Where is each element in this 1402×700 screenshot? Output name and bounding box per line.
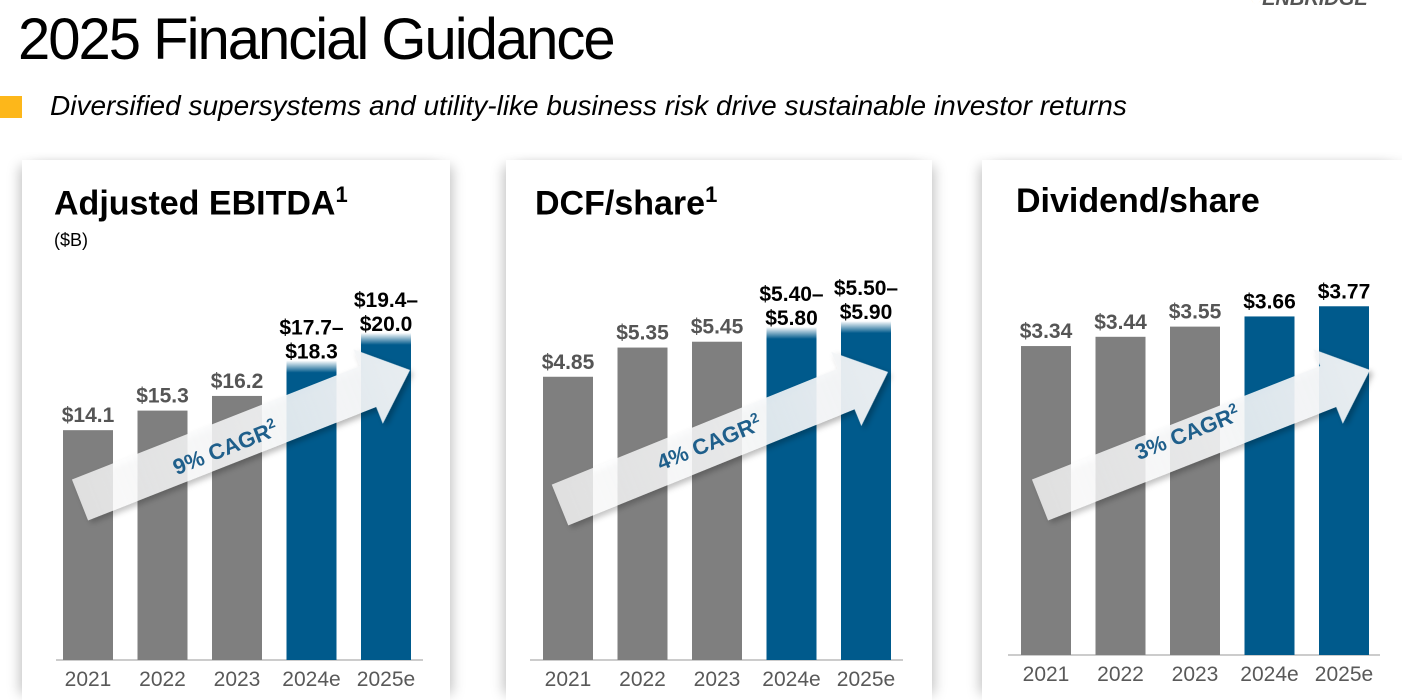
x-tick-label: 2022 (1097, 663, 1144, 686)
x-tick-label: 2022 (139, 668, 186, 691)
bar-2022 (617, 347, 668, 660)
bar-range-fade (361, 332, 411, 345)
data-label: $5.45 (691, 316, 744, 339)
cagr-arrow-icon (1031, 349, 1370, 521)
data-label: $5.50– (834, 277, 899, 300)
enbridge-logo: ◔ENBRIDGE (1250, 0, 1368, 11)
bar-range-fade (841, 321, 891, 334)
bar-2023 (692, 341, 742, 660)
x-tick-label: 2025e (837, 668, 895, 691)
data-label: $14.1 (62, 404, 115, 427)
bullet-square-icon (0, 96, 22, 118)
data-label: $15.3 (136, 385, 189, 408)
data-label: $20.0 (360, 313, 413, 336)
data-label: $17.7– (279, 317, 344, 340)
cagr-arrow-icon (551, 351, 889, 526)
bar-2023 (1170, 326, 1220, 655)
x-tick-label: 2022 (619, 668, 666, 691)
data-label: $16.2 (211, 370, 264, 393)
bar-range-fade (286, 360, 337, 373)
cagr-arrow-shape (71, 349, 410, 521)
data-label: $3.34 (1020, 320, 1073, 343)
data-label: $5.40– (759, 283, 824, 306)
dcf-title: DCF/share1 (535, 182, 718, 223)
data-label: $3.77 (1318, 280, 1371, 303)
data-label: $19.4– (354, 289, 419, 312)
ebitda-unit: ($B) (54, 230, 89, 250)
bar-range-fade (766, 326, 817, 339)
x-tick-label: 2021 (1023, 663, 1070, 686)
page-title: 2025 Financial Guidance (18, 7, 616, 72)
data-label: $3.66 (1243, 290, 1296, 313)
ebitda-title: Adjusted EBITDA1 (54, 182, 348, 223)
data-label: $5.35 (616, 322, 669, 345)
bar-2021 (63, 430, 113, 660)
data-label: $3.55 (1169, 301, 1222, 324)
x-tick-label: 2021 (545, 668, 592, 691)
data-label: $5.90 (840, 301, 893, 324)
dividend-title: Dividend/share (1016, 182, 1260, 220)
x-tick-label: 2024e (1240, 663, 1298, 686)
x-tick-label: 2023 (694, 668, 741, 691)
data-label: $18.3 (285, 341, 338, 364)
cagr-arrow-icon (71, 349, 410, 521)
page-subtitle: Diversified supersystems and utility-lik… (50, 90, 1127, 121)
data-label: $5.80 (765, 307, 818, 330)
x-tick-label: 2023 (214, 668, 261, 691)
x-tick-label: 2021 (65, 668, 112, 691)
x-tick-label: 2025e (357, 668, 415, 691)
x-tick-label: 2023 (1172, 663, 1219, 686)
data-label: $4.85 (542, 351, 595, 374)
bar-2024e (1244, 316, 1295, 655)
data-label: $3.44 (1094, 311, 1147, 334)
x-tick-label: 2024e (762, 668, 820, 691)
cagr-arrow-shape (1031, 349, 1370, 521)
x-tick-label: 2025e (1315, 663, 1373, 686)
cagr-arrow-shape (551, 351, 889, 526)
x-tick-label: 2024e (282, 668, 340, 691)
